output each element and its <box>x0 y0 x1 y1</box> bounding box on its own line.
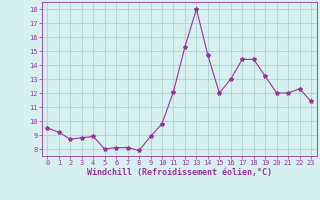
X-axis label: Windchill (Refroidissement éolien,°C): Windchill (Refroidissement éolien,°C) <box>87 168 272 177</box>
